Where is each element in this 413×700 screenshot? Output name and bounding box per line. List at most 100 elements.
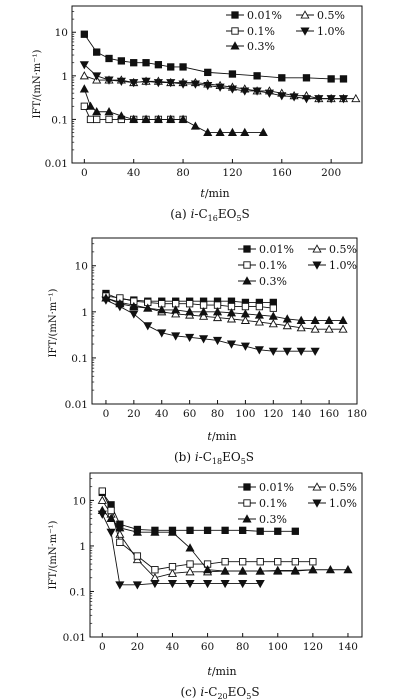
data-point <box>273 566 283 575</box>
data-point <box>117 57 126 65</box>
x-tick-label: 160 <box>272 167 292 179</box>
x-tick-label: 100 <box>235 408 255 420</box>
data-point <box>92 107 102 116</box>
x-tick-label: 0 <box>99 641 106 653</box>
x-tick-label: 80 <box>211 408 224 420</box>
data-point <box>255 566 265 575</box>
legend-label: 0.1% <box>259 497 287 510</box>
panel-caption: (c) i-C20EO5S <box>180 685 259 700</box>
data-point <box>324 315 334 324</box>
data-point <box>129 79 139 88</box>
legend-marker <box>242 276 252 285</box>
data-point <box>80 102 88 110</box>
legend-marker <box>243 483 251 491</box>
data-point <box>268 347 278 356</box>
data-point <box>171 332 181 341</box>
data-point <box>185 567 195 576</box>
data-point <box>310 315 320 324</box>
x-tick-label: 40 <box>155 408 168 420</box>
data-point <box>129 310 139 319</box>
data-point <box>258 127 268 137</box>
legend-label: 0.1% <box>259 259 287 272</box>
legend-marker <box>300 27 310 36</box>
data-point <box>115 298 125 308</box>
caption-end: S <box>251 685 259 699</box>
plot-frame <box>91 237 358 405</box>
data-point <box>115 581 125 590</box>
data-point <box>203 526 212 535</box>
data-point <box>220 566 230 575</box>
data-point <box>93 115 101 124</box>
data-point <box>171 305 181 314</box>
x-tick-label: 20 <box>131 641 144 653</box>
data-point <box>141 77 151 86</box>
data-point <box>178 114 188 123</box>
data-point <box>190 80 200 89</box>
data-point <box>291 527 299 535</box>
y-tick-label: 0.01 <box>45 158 68 170</box>
data-point <box>157 305 167 314</box>
caption-mid: -C <box>204 685 217 699</box>
legend-label: 0.1% <box>247 25 275 38</box>
data-point <box>324 324 334 333</box>
series-line <box>83 33 344 80</box>
legend-label: 0.3% <box>259 513 287 526</box>
data-point <box>282 314 292 323</box>
plot-frame <box>89 472 363 638</box>
data-point <box>104 107 114 116</box>
x-tick-label: 80 <box>236 641 249 653</box>
data-point <box>150 527 160 536</box>
y-tick-label: 0.01 <box>63 632 86 644</box>
x-tick-label: 60 <box>201 641 214 653</box>
x-axis-label: t/min <box>207 430 236 443</box>
data-point <box>220 579 230 589</box>
caption-mid: -C <box>199 450 212 464</box>
y-tick-label: 1 <box>81 307 88 319</box>
data-point <box>101 293 111 302</box>
data-point <box>296 323 306 332</box>
data-point <box>239 526 247 535</box>
x-axis-label-variable: t <box>200 187 205 200</box>
data-point <box>116 538 124 546</box>
y-tick-label: 10 <box>55 27 68 39</box>
legend-entry: 1.0% <box>296 25 345 38</box>
data-point <box>105 115 113 124</box>
data-point <box>255 579 265 589</box>
data-point <box>339 75 348 83</box>
data-point <box>130 59 138 67</box>
data-point <box>185 307 195 316</box>
data-point <box>86 115 95 124</box>
data-point <box>215 127 225 137</box>
caption-mid2: EO <box>228 685 247 699</box>
data-point <box>116 111 126 120</box>
legend-marker <box>312 261 322 270</box>
legend-marker <box>243 261 251 269</box>
series-0-3- <box>79 84 268 137</box>
legend-entry: 1.0% <box>308 497 357 510</box>
caption-prefix: (b) <box>174 450 195 464</box>
y-axis-label: IFT/(mN·m⁻¹) <box>48 520 59 589</box>
data-point <box>203 579 213 589</box>
legend-entry: 0.01% <box>238 243 294 256</box>
data-point <box>221 558 229 566</box>
data-point <box>240 315 250 324</box>
data-point <box>310 347 320 356</box>
caption-end: S <box>242 207 250 221</box>
series-0-3- <box>101 293 348 324</box>
data-point <box>278 74 286 82</box>
data-point <box>185 579 195 589</box>
data-point <box>264 89 275 98</box>
legend-entry: 1.0% <box>308 259 357 272</box>
legend-entry: 0.1% <box>238 259 287 272</box>
legend-label: 0.3% <box>247 40 275 53</box>
data-point <box>212 307 223 316</box>
data-point <box>239 558 247 566</box>
legend-marker <box>231 27 239 35</box>
data-point <box>338 324 348 333</box>
x-tick-label: 120 <box>222 167 242 179</box>
data-point <box>338 315 348 324</box>
data-point <box>133 552 142 560</box>
data-point <box>291 558 299 566</box>
data-point <box>185 333 195 343</box>
data-point <box>227 127 237 137</box>
